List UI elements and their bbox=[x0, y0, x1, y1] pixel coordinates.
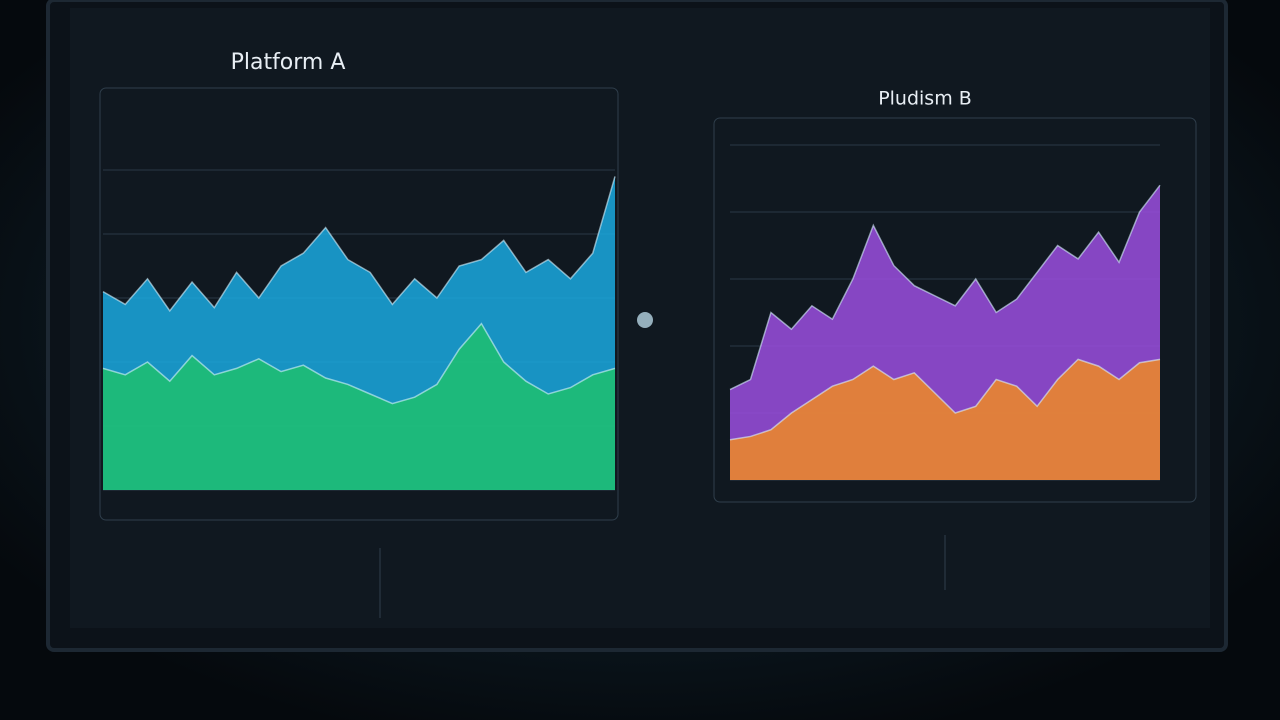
area-line bbox=[102, 176, 616, 313]
area bbox=[103, 323, 615, 490]
area-line bbox=[102, 322, 616, 405]
area-line bbox=[729, 184, 1161, 391]
chart-title: Platform A bbox=[231, 50, 346, 75]
light-flare bbox=[637, 312, 653, 328]
panel-a bbox=[99, 87, 619, 521]
chart-title: Pludism B bbox=[878, 88, 972, 110]
area bbox=[730, 359, 1160, 480]
area-line bbox=[729, 358, 1161, 441]
panel-b bbox=[713, 117, 1197, 503]
